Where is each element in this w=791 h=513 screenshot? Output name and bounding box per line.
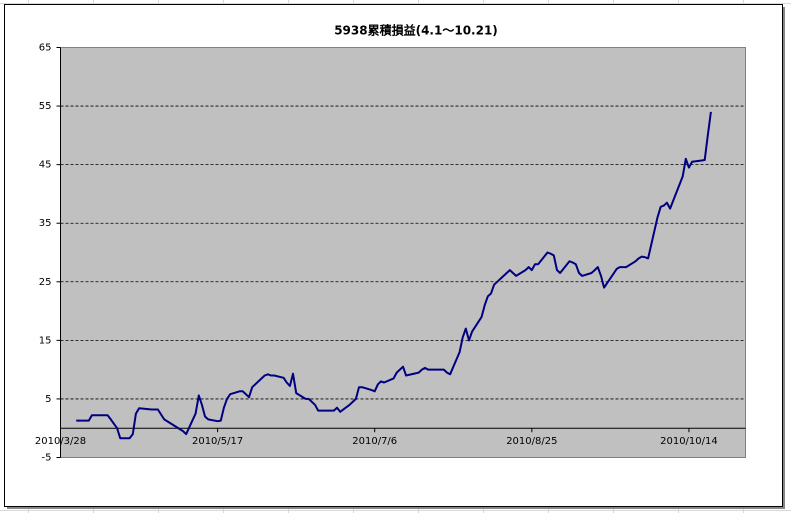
y-tick-label: 15 — [39, 335, 52, 346]
y-tick-label: 25 — [39, 277, 52, 288]
y-tick-label: 55 — [39, 101, 52, 112]
x-tick-label: 2010/8/25 — [506, 436, 557, 447]
x-tick-label: 2010/10/14 — [660, 436, 718, 447]
y-tick-label: 45 — [39, 160, 52, 171]
x-tick-label: 2010/5/17 — [192, 436, 243, 447]
y-tick-label: -5 — [42, 453, 52, 464]
y-tick-label: 5 — [45, 394, 51, 405]
x-tick-label: 2010/7/6 — [352, 436, 397, 447]
y-tick-label: 65 — [39, 43, 52, 54]
plot-area — [60, 47, 746, 458]
data-line — [76, 111, 712, 440]
chart-title: 5938累積損益(4.1～10.21) — [334, 23, 498, 38]
x-tick-label: 2010/3/28 — [35, 436, 86, 447]
y-tick-label: 35 — [39, 218, 52, 229]
